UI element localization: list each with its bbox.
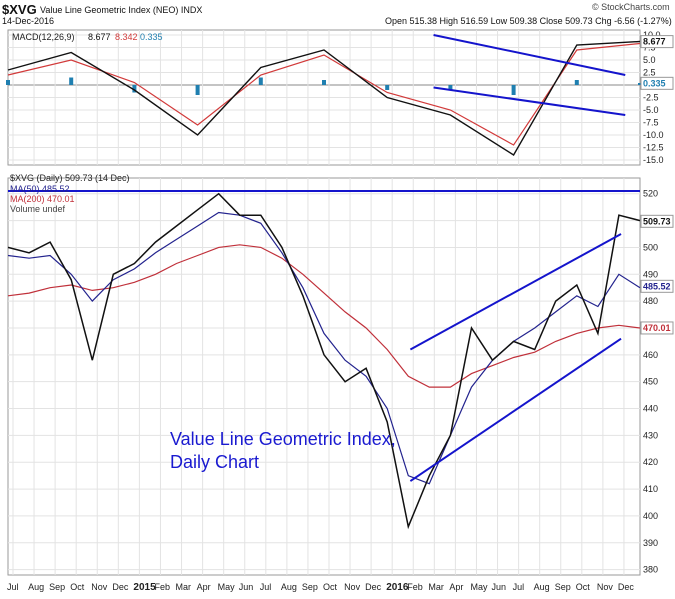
macd-lower-trendline [433,86,626,116]
x-axis-label: Jul [7,582,19,592]
channel-upper-trendline [409,233,622,351]
price-tick-label: 490 [643,269,658,279]
x-axis-label: Oct [323,582,338,592]
ma200-legend: MA(200) 470.01 [10,194,75,204]
macd-tick-label: -12.5 [643,143,664,153]
macd-tick-label: -7.5 [643,118,659,128]
x-axis-label: Dec [112,582,129,592]
ma50-value-badge-box [640,279,674,293]
x-axis-label: Mar [176,582,192,592]
chart-symbol: $XVG [2,2,37,17]
price-tick-label: 440 [643,404,658,414]
macd-hist-badge-box [640,76,674,90]
price-last-badge: 509.73 [643,216,671,226]
macd-tick-label: 10.0 [643,30,661,40]
macd-legend-signal: 8.342 [115,32,138,42]
macd-legend-label: MACD(12,26,9) [12,32,75,42]
macd-histogram-bar [6,80,10,85]
x-axis-label: Dec [618,582,635,592]
x-axis-label: Jul [260,582,272,592]
x-axis-label: 2016 [386,582,409,593]
x-axis-label: Sep [555,582,571,592]
macd-histogram-bar [511,85,516,95]
x-axis-label: Jun [239,582,254,592]
macd-signal-line [7,42,641,146]
annotation-line-2: Daily Chart [170,452,260,472]
price-tick-label: 520 [643,189,658,199]
x-axis-label: 2015 [133,582,156,593]
x-axis-label: Dec [365,582,382,592]
x-axis-label: Jun [492,582,507,592]
price-tick-label: 400 [643,511,658,521]
price-tick-label: 460 [643,350,658,360]
macd-histogram-bar [638,83,642,85]
macd-histogram-bar [132,85,137,93]
macd-histogram-bar [258,77,263,85]
macd-value-badge-box [640,35,674,49]
macd-value-badge: 8.677 [643,37,666,47]
x-axis-label: Nov [344,582,361,592]
price-tick-label: 420 [643,457,658,467]
source-watermark: © StockCharts.com [592,2,670,12]
price-tick-label: 430 [643,430,658,440]
price-tick-label: 390 [643,538,658,548]
volume-legend: Volume undef [10,204,66,214]
x-axis-label: Nov [91,582,108,592]
macd-tick-label: -10.0 [643,130,664,140]
macd-tick-label: 2.5 [643,68,656,78]
macd-tick-label: -15.0 [643,155,664,165]
channel-lower-trendline [409,337,622,482]
x-axis-label: Jul [513,582,525,592]
x-axis-label: Feb [407,582,423,592]
macd-histogram-bar [448,85,453,90]
macd-tick-label: -5.0 [643,105,659,115]
quote-summary: Open 515.38 High 516.59 Low 509.38 Close… [385,16,672,26]
x-axis-label: Aug [281,582,297,592]
x-axis-label: Aug [28,582,44,592]
macd-line [7,40,641,156]
macd-histogram-bar [322,80,326,85]
ma200-value-badge: 470.01 [643,323,671,333]
macd-histogram-bar [385,85,390,90]
ma200-value-badge-box [640,321,674,335]
price-tick-label: 450 [643,377,658,387]
annotation-line-1: Value Line Geometric Index, [170,429,396,449]
x-axis-label: Oct [70,582,85,592]
price-panel-frame [7,177,641,576]
x-axis-label: Sep [49,582,65,592]
price-tick-label: 410 [643,484,658,494]
price-tick-label: 500 [643,242,658,252]
macd-histogram-bar [574,80,579,85]
x-axis-label: May [218,582,236,592]
chart-index-name: Value Line Geometric Index (NEO) INDX [40,5,203,15]
x-axis-label: Mar [428,582,444,592]
macd-histogram-bar [69,77,74,85]
price-tick-label: 480 [643,296,658,306]
price-line [7,192,641,530]
x-axis-label: Oct [576,582,591,592]
x-axis-label: Apr [449,582,463,592]
ma50-line [7,211,641,485]
chart-date: 14-Dec-2016 [2,16,55,26]
ma50-legend: MA(50) 485.52 [10,184,70,194]
price-tick-label: 380 [643,565,658,575]
x-axis-label: Nov [597,582,614,592]
x-axis-label: Apr [197,582,211,592]
x-axis-label: Feb [154,582,170,592]
macd-legend-hist: 0.335 [140,32,163,42]
macd-tick-label: 5.0 [643,55,656,65]
price-legend-main: $XVG (Daily) 509.73 (14 Dec) [10,173,130,183]
ma50-value-badge: 485.52 [643,281,671,291]
x-axis-label: Aug [534,582,550,592]
macd-legend-value: 8.677 [88,32,111,42]
macd-tick-label: -2.5 [643,93,659,103]
ma200-line [7,244,641,388]
macd-hist-badge: 0.335 [643,78,666,88]
price-last-badge-box [640,214,674,228]
x-axis-label: Sep [302,582,318,592]
macd-upper-trendline [433,34,626,76]
x-axis-label: May [470,582,488,592]
macd-histogram-bar [195,85,200,95]
